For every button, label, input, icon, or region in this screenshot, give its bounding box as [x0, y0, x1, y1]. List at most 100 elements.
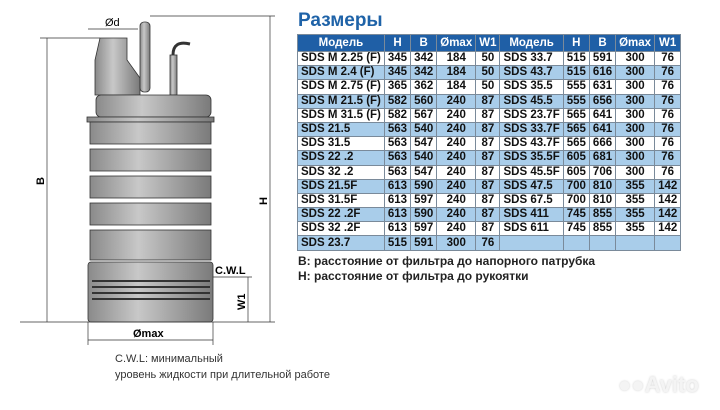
table-cell: 142 [654, 178, 682, 194]
table-cell: 87 [475, 136, 501, 152]
table-cell: 300 [615, 150, 656, 166]
table-cell: 547 [410, 136, 438, 152]
table-cell: 142 [654, 221, 682, 237]
filter-holes [92, 280, 210, 300]
table-cell: 590 [410, 178, 438, 194]
table-cell: 681 [588, 150, 617, 166]
table-cell: 240 [436, 121, 477, 138]
table-row: SDS M 2.75 (F) 365 362 184 50 SDS 35.5 555 631 3… [297, 79, 682, 95]
table-cell: 641 [588, 107, 617, 123]
table-cell: 616 [588, 65, 617, 81]
table-cell: 50 [475, 65, 501, 81]
table-cell: 76 [654, 150, 682, 166]
table-cell: 345 [383, 50, 412, 67]
table-cell: 700 [562, 178, 590, 194]
model-cell: SDS 67.5 [499, 192, 564, 209]
model-cell: SDS M 21.5 (F) [297, 93, 385, 109]
column-header: H [562, 34, 590, 52]
table-cell: 240 [436, 93, 477, 109]
table-cell: 87 [475, 178, 501, 194]
table-row: SDS M 21.5 (F) 582 560 240 87 SDS 45.5 555 656 3… [297, 93, 682, 109]
table-cell: 613 [383, 207, 412, 223]
model-cell: SDS 43.7F [499, 136, 564, 152]
label-dmax: Ømax [133, 328, 164, 340]
model-cell: SDS M 2.4 (F) [297, 65, 385, 81]
model-cell: SDS 33.7 [499, 50, 564, 67]
table-cell: 540 [410, 150, 438, 166]
table-row: SDS 21.5F 613 590 240 87 SDS 47.5 700 810 355 142 [297, 178, 682, 194]
table-cell: 184 [436, 50, 477, 67]
table-cell: 76 [654, 79, 682, 95]
table-cell: 855 [588, 221, 617, 237]
model-cell: SDS 22 .2F [297, 207, 385, 223]
table-cell: 240 [436, 221, 477, 237]
caption-line-1: C.W.L: минимальный [115, 353, 223, 365]
table-cell: 76 [654, 107, 682, 123]
table-cell: 240 [436, 178, 477, 194]
table-cell: 613 [383, 192, 412, 209]
table-cell: 591 [588, 50, 617, 67]
model-cell [499, 235, 564, 251]
model-cell: SDS 35.5F [499, 150, 564, 166]
table-cell: 362 [410, 79, 438, 95]
table-cell: 605 [562, 150, 590, 166]
table-row: SDS 31.5F 613 597 240 87 SDS 67.5 700 810 355 142 [297, 192, 682, 209]
table-cell: 631 [588, 79, 617, 95]
table-cell: 184 [436, 65, 477, 81]
column-header: B [410, 34, 438, 52]
column-header: Ømax [436, 34, 477, 52]
table-cell: 810 [588, 192, 617, 209]
table-cell: 76 [654, 136, 682, 152]
table-cell: 565 [562, 107, 590, 123]
column-header: Модель [297, 34, 385, 52]
model-cell: SDS M 31.5 (F) [297, 107, 385, 123]
table-cell: 563 [383, 164, 412, 180]
table-cell: 87 [475, 107, 501, 123]
model-cell: SDS 21.5 [297, 121, 385, 138]
table-row: SDS M 31.5 (F) 582 567 240 87 SDS 23.7F 565 641… [297, 107, 682, 123]
table-cell: 745 [562, 221, 590, 237]
table-cell: 563 [383, 136, 412, 152]
table-cell: 355 [615, 207, 656, 223]
table-cell: 540 [410, 121, 438, 138]
table-cell: 706 [588, 164, 617, 180]
table-cell: 597 [410, 192, 438, 209]
pump-dimension-drawing: Ød B H C.W.L W1 Ømax [20, 15, 275, 345]
table-cell: 855 [588, 207, 617, 223]
table-cell: 590 [410, 207, 438, 223]
table-cell: 300 [436, 235, 477, 251]
table-cell: 582 [383, 93, 412, 109]
table-cell [562, 235, 590, 251]
table-cell [654, 235, 682, 251]
table-row: SDS 32 .2F 613 597 240 87 SDS 611 745 855 355 142 [297, 221, 682, 237]
table-cell: 300 [615, 107, 656, 123]
pump-body [86, 21, 215, 323]
model-cell: SDS 43.7 [499, 65, 564, 81]
table-cell: 87 [475, 207, 501, 223]
column-header: Модель [499, 34, 564, 52]
column-header: W1 [475, 34, 501, 52]
model-cell: SDS 33.7F [499, 121, 564, 138]
table-cell: 613 [383, 221, 412, 237]
model-cell: SDS M 2.75 (F) [297, 79, 385, 95]
table-cell: 597 [410, 221, 438, 237]
table-cell: 565 [562, 121, 590, 138]
model-cell: SDS 23.7F [499, 107, 564, 123]
table-cell: 342 [410, 65, 438, 81]
table-cell: 240 [436, 150, 477, 166]
table-cell: 560 [410, 93, 438, 109]
column-header: H [383, 34, 412, 52]
table-cell: 87 [475, 93, 501, 109]
table-cell: 355 [615, 178, 656, 194]
table-row: SDS 22 .2 563 540 240 87 SDS 35.5F 605 681 300 76 [297, 150, 682, 166]
table-cell: 567 [410, 107, 438, 123]
table-row: SDS 31.5 563 547 240 87 SDS 43.7F 565 666 300 76 [297, 136, 682, 152]
model-cell: SDS 32 .2 [297, 164, 385, 180]
model-cell: SDS 23.7 [297, 235, 385, 251]
model-cell: SDS 31.5F [297, 192, 385, 209]
table-cell: 76 [475, 235, 501, 251]
model-cell: SDS 47.5 [499, 178, 564, 194]
table-cell: 87 [475, 150, 501, 166]
table-cell: 50 [475, 79, 501, 95]
table-cell: 87 [475, 192, 501, 209]
